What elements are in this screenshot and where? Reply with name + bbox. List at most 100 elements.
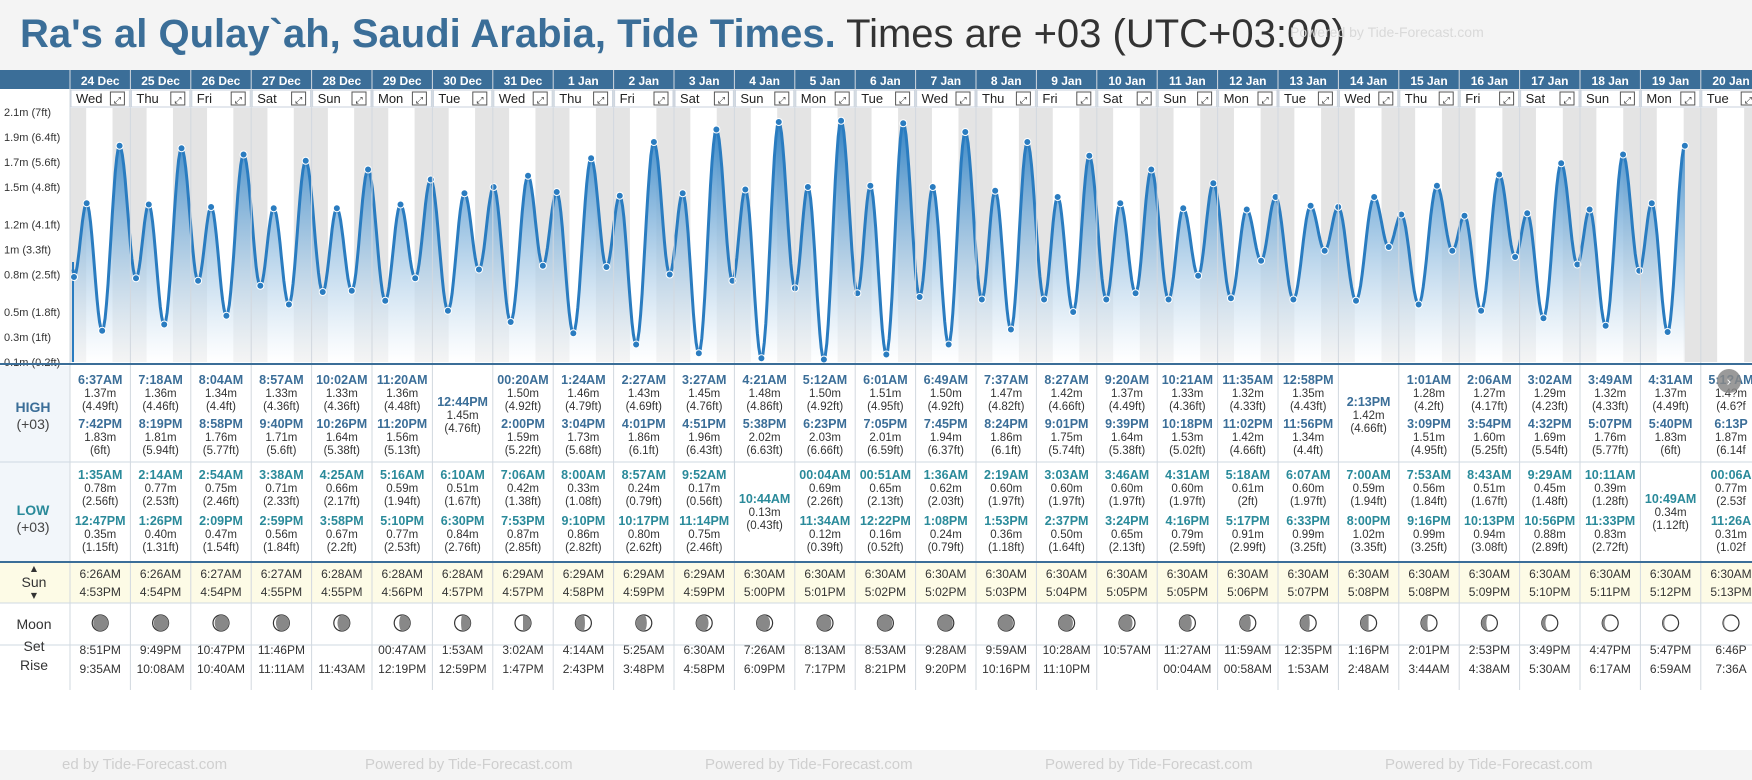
- high-tide-point: [837, 116, 846, 125]
- expand-glyph: ⤢: [475, 96, 483, 106]
- tide-chart: [69, 116, 1689, 364]
- high-tide-time: 7:18AM: [138, 373, 182, 387]
- high-tide-point: [712, 125, 721, 134]
- sunset-time: 4:59PM: [684, 585, 725, 599]
- low-tide-height-ft: (0.56ft): [686, 496, 723, 508]
- low-tide-height-m: 0.75m: [688, 529, 720, 541]
- high-tide-height-m: 1.94m: [930, 432, 962, 444]
- high-tide-height-m: 1.59m: [507, 432, 539, 444]
- day-date: 12 Jan: [1229, 74, 1266, 88]
- low-tide-height-m: 0.51m: [447, 483, 479, 495]
- y-tick-label: 1.5m (4.8ft): [4, 182, 60, 194]
- high-tide-height-m: 1.42m: [1051, 388, 1083, 400]
- low-tide-time: 8:43AM: [1467, 468, 1511, 482]
- sunset-time: 5:13PM: [1710, 585, 1751, 599]
- low-tide-time: 6:10AM: [440, 468, 484, 482]
- high-tide-height-m: 1.46m: [567, 388, 599, 400]
- low-tide-time: 4:31AM: [1165, 468, 1209, 482]
- day-dow: Thu: [982, 91, 1004, 106]
- scroll-right-button[interactable]: [1717, 369, 1741, 393]
- high-tide-height-ft: (4.49ft): [1109, 401, 1146, 413]
- footer-watermark-1: ed by Tide-Forecast.com: [62, 756, 228, 773]
- day-dow: Tue: [1707, 91, 1729, 106]
- high-tide-height-m: 1.50m: [809, 388, 841, 400]
- sunset-time: 4:53PM: [80, 585, 121, 599]
- expand-glyph: ⤢: [1140, 96, 1148, 106]
- expand-icon: [351, 91, 367, 106]
- day-dow: Mon: [1646, 91, 1671, 106]
- high-tide-time: 6:49AM: [924, 373, 968, 387]
- low-tide-height-m: 0.35m: [84, 529, 116, 541]
- low-tide-height-m: 0.33m: [567, 483, 599, 495]
- low-tide-point: [506, 318, 515, 326]
- low-tide-time: 9:10PM: [562, 514, 606, 528]
- moonset-time: 10:47PM: [197, 643, 245, 657]
- low-tide-height-m: 0.60m: [990, 483, 1022, 495]
- day-date: 20 Jan: [1712, 74, 1749, 88]
- high-tide-height-m: 1.83m: [1655, 432, 1687, 444]
- high-tide-time: 8:58PM: [199, 417, 243, 431]
- moon-set-label: Set: [23, 638, 44, 654]
- day-dow: Wed: [499, 91, 526, 106]
- sunset-time: 5:02PM: [925, 585, 966, 599]
- high-tide-height-ft: (4.36ft): [1169, 401, 1206, 413]
- low-tide-point: [1601, 321, 1610, 330]
- high-tide-height-m: 1.32m: [1232, 388, 1264, 400]
- high-tide-point: [928, 183, 937, 191]
- low-tide-point: [1511, 253, 1520, 261]
- high-tide-point: [460, 189, 469, 198]
- moonset-time: 1:16PM: [1348, 643, 1389, 657]
- day-date: 31 Dec: [504, 74, 543, 88]
- sunset-time: 5:12PM: [1650, 585, 1691, 599]
- low-tide-height-m: 0.60m: [1051, 483, 1083, 495]
- low-tide-point: [538, 261, 547, 270]
- high-tide-height-ft: (4.92ft): [928, 401, 965, 413]
- low-tide-height-m: 0.40m: [145, 529, 177, 541]
- high-tide-height-m: 1.32m: [1594, 388, 1626, 400]
- moon-shadow: [998, 615, 1014, 631]
- high-tide-time: 10:26PM: [316, 417, 367, 431]
- high-label: HIGH: [16, 399, 51, 415]
- low-tide-height-m: 0.45m: [1534, 483, 1566, 495]
- moonset-time: 11:46PM: [258, 643, 305, 657]
- low-tide-point: [1539, 314, 1548, 323]
- moonrise-time: 11:10PM: [1043, 662, 1090, 676]
- low-tide-time: 10:17PM: [618, 514, 669, 528]
- expand-icon: [1197, 91, 1213, 106]
- moon-shadow: [523, 615, 531, 631]
- low-tide-point: [1414, 300, 1423, 309]
- y-tick-label: 1.9m (6.4ft): [4, 132, 60, 144]
- high-tide-height-m: 1.81m: [145, 432, 177, 444]
- sunset-time: 5:08PM: [1348, 585, 1389, 599]
- low-tide-point: [977, 295, 986, 304]
- low-tide-height-ft: (1.12ft): [1652, 520, 1689, 532]
- high-tide-point: [1023, 138, 1032, 146]
- sunrise-time: 6:30AM: [804, 567, 845, 581]
- expand-glyph: ⤢: [1019, 96, 1027, 106]
- high-tide-time: 1:24AM: [561, 373, 605, 387]
- low-tide-point: [1194, 271, 1203, 280]
- moonrise-time: 12:19PM: [378, 662, 426, 676]
- moon-shadow: [214, 615, 229, 631]
- day-dow-cell: [1701, 89, 1752, 108]
- high-tide-height-m: 1.64m: [326, 432, 358, 444]
- low-tide-height-m: 0.88m: [1534, 529, 1566, 541]
- moonrise-time: 10:16PM: [982, 662, 1030, 676]
- low-tide-time: 00:06A: [1711, 468, 1752, 482]
- low-tide-height-ft: (2.89ft): [1532, 542, 1569, 554]
- y-tick-label: 1.2m (4.1ft): [4, 220, 60, 232]
- low-tide-time: 5:16AM: [380, 468, 424, 482]
- low-tide-point: [1257, 256, 1266, 265]
- sunrise-time: 6:30AM: [1288, 567, 1329, 581]
- low-tide-point: [665, 270, 674, 279]
- expand-icon: [291, 91, 307, 106]
- low-tide-time: 1:26PM: [139, 514, 183, 528]
- low-tide-height-ft: (3.25ft): [1411, 542, 1448, 554]
- day-date: 11 Jan: [1169, 74, 1206, 88]
- low-tide-height-ft: (1.02f: [1716, 542, 1746, 554]
- expand-icon: [1378, 91, 1394, 106]
- high-tide-height-m: 1.87m: [1715, 432, 1747, 444]
